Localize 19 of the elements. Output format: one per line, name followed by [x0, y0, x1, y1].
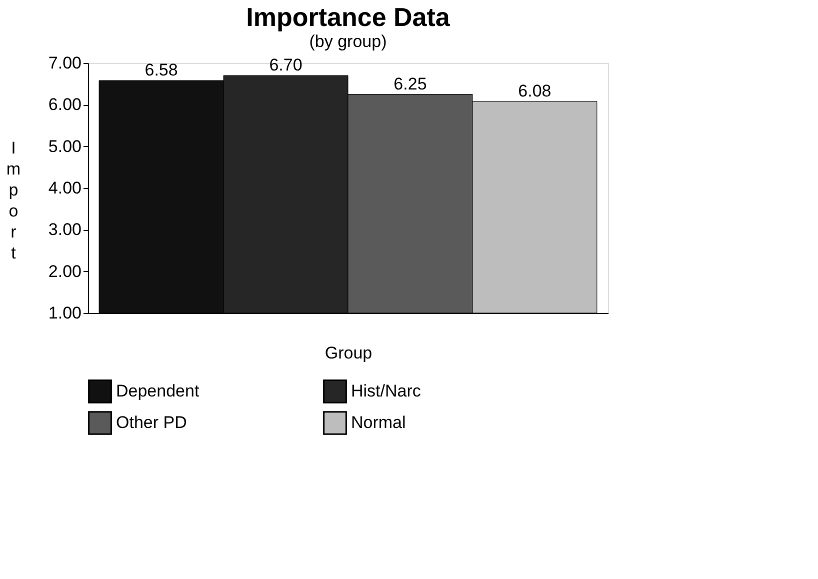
data-label: 6.08 — [518, 81, 552, 100]
y-tick-label: 5.00 — [48, 136, 82, 156]
data-label: 6.25 — [394, 74, 427, 94]
data-label: 6.70 — [269, 56, 302, 74]
y-tick-label: 7.00 — [48, 54, 82, 72]
chart-subtitle: (by group) — [309, 32, 387, 51]
chart-title: Importance Data — [246, 2, 450, 32]
y-tick-label: 3.00 — [48, 220, 82, 240]
y-tick-label: 2.00 — [48, 262, 82, 281]
x-axis-title: Group — [324, 344, 372, 362]
y-axis-title: Import — [6, 138, 21, 262]
legend-label: Hist/Narc — [351, 381, 422, 400]
legend-label: Dependent — [116, 381, 200, 400]
y-tick-label: 4.00 — [48, 178, 82, 198]
data-label: 6.58 — [144, 60, 178, 80]
y-tick-label: 1.00 — [48, 304, 82, 322]
legend-label: Other PD — [116, 413, 187, 432]
legend-label: Normal — [351, 413, 406, 432]
y-tick-label: 6.00 — [48, 95, 82, 114]
